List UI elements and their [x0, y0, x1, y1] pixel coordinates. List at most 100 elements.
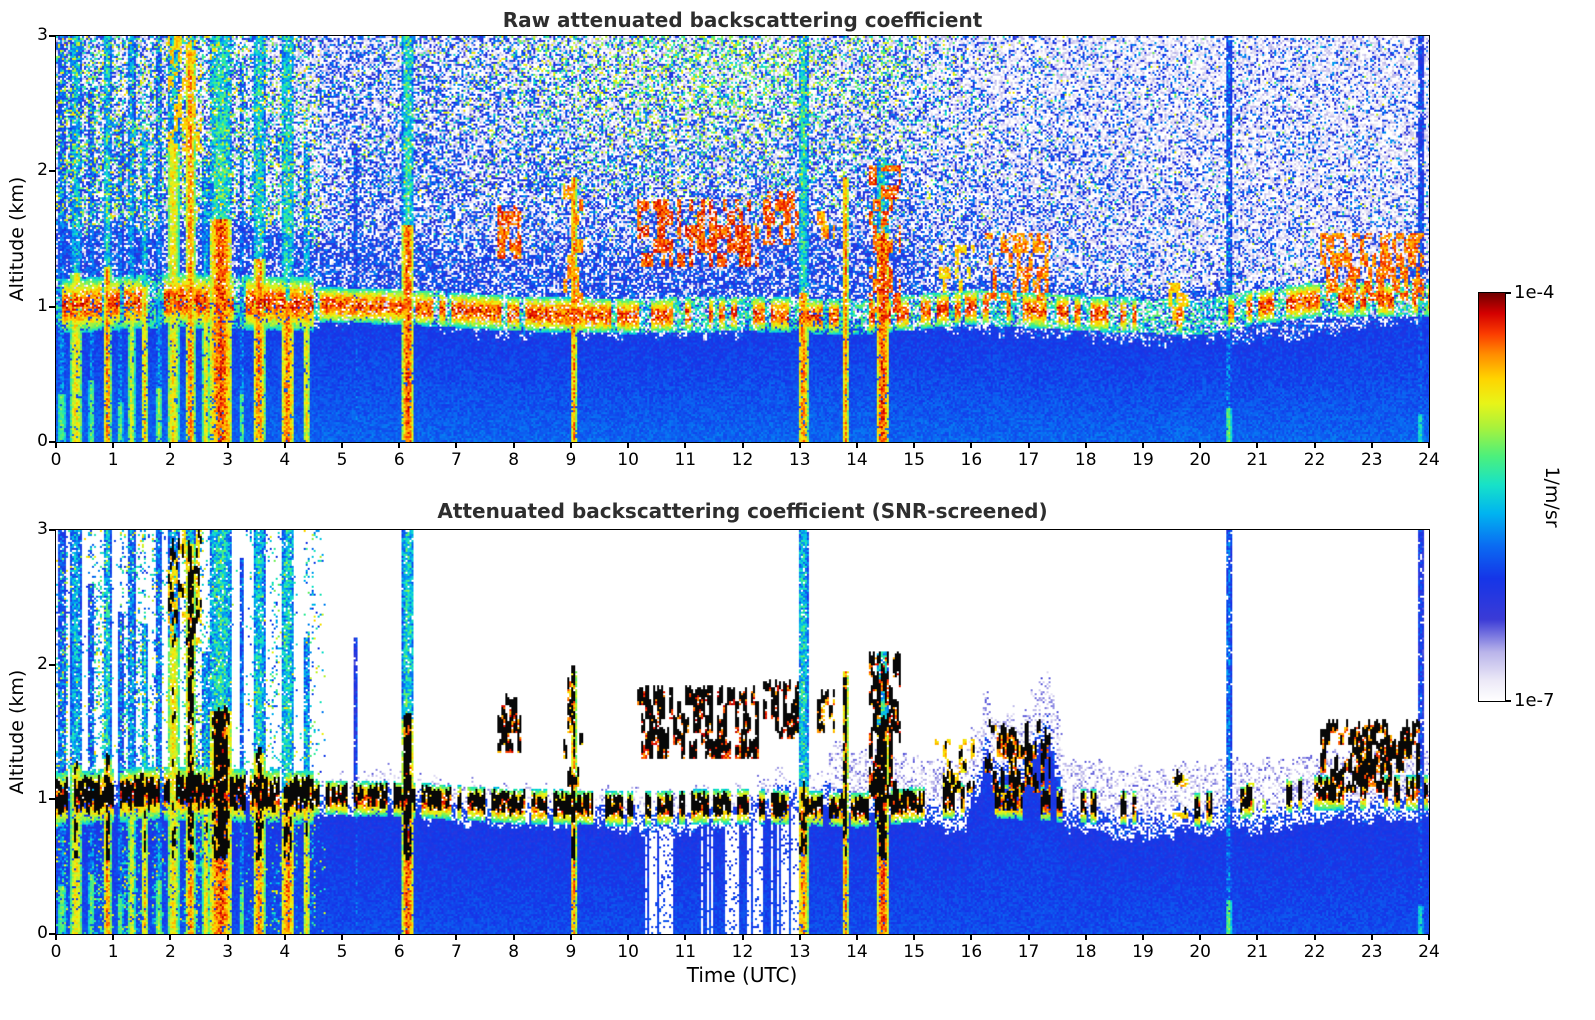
panel-screened-y-axis-label: Altitude (km): [6, 669, 28, 795]
x-tick-mark: [55, 934, 57, 940]
x-tick-mark: [569, 442, 572, 448]
x-tick-label: 14: [846, 450, 868, 470]
panel-screened-heatmap-canvas: [56, 530, 1429, 934]
x-tick-mark: [283, 934, 286, 940]
x-tick-label: 11: [674, 942, 697, 962]
x-tick-mark: [1313, 442, 1316, 448]
colorbar-min-tick-label: 1e-7: [1514, 690, 1555, 711]
x-tick-label: 6: [393, 450, 405, 470]
x-tick-label: 3: [222, 942, 234, 962]
x-tick-label: 11: [674, 450, 697, 470]
x-tick-mark: [627, 934, 630, 940]
x-tick-label: 22: [1303, 450, 1326, 470]
x-tick-mark: [1256, 442, 1259, 448]
x-tick-mark: [798, 934, 801, 940]
x-tick-label: 19: [1132, 942, 1154, 962]
x-tick-mark: [455, 442, 458, 448]
x-tick-label: 6: [393, 942, 405, 962]
panel-raw-title: Raw attenuated backscattering coefficien…: [502, 8, 983, 32]
panel-screened-title: Attenuated backscattering coefficient (S…: [437, 499, 1048, 523]
panel-raw-heatmap-canvas: [56, 36, 1429, 442]
x-tick-label: 1: [107, 450, 119, 470]
colorbar-gradient: [1478, 292, 1506, 702]
x-tick-label: 0: [50, 942, 62, 962]
x-axis-label: Time (UTC): [686, 963, 798, 987]
x-tick-mark: [1199, 442, 1202, 448]
x-tick-label: 12: [731, 942, 754, 962]
x-tick-mark: [169, 934, 172, 940]
x-tick-mark: [1084, 442, 1087, 448]
y-tick-mark: [49, 529, 55, 531]
x-tick-mark: [226, 934, 229, 940]
x-tick-mark: [341, 934, 344, 940]
colorbar-unit-label: 1/m/sr: [1541, 466, 1563, 528]
x-tick-label: 2: [164, 942, 176, 962]
x-tick-mark: [112, 934, 115, 940]
y-tick-mark: [49, 663, 55, 666]
panel-raw-plot-area: 0 1 2 3 4 5 6 7 8 9 10 11 12 13 14 15 16 17 18 19 20 21 22 23 24…: [37, 25, 1440, 470]
x-tick-mark: [1313, 934, 1316, 940]
colorbar-bottom-tick-mark: [1506, 700, 1511, 702]
x-tick-mark: [512, 442, 515, 448]
x-tick-label: 13: [788, 450, 811, 470]
x-tick-label: 24: [1418, 450, 1440, 470]
x-tick-label: 12: [731, 450, 754, 470]
x-tick-mark: [455, 934, 458, 940]
x-tick-label: 8: [508, 942, 520, 962]
y-tick-mark: [49, 933, 55, 935]
x-tick-mark: [1370, 934, 1373, 940]
y-tick-label: 2: [37, 160, 48, 181]
x-tick-mark: [1428, 442, 1430, 448]
x-tick-mark: [112, 442, 115, 448]
x-tick-label: 20: [1189, 450, 1211, 470]
x-tick-mark: [1141, 442, 1144, 448]
y-tick-mark: [49, 441, 55, 443]
y-tick-mark: [49, 305, 55, 308]
x-tick-mark: [1428, 934, 1430, 940]
x-tick-label: 17: [1017, 450, 1040, 470]
y-tick-label: 1: [37, 788, 48, 809]
x-tick-label: 9: [565, 450, 577, 470]
x-tick-label: 7: [451, 942, 462, 962]
x-tick-mark: [569, 934, 572, 940]
x-tick-mark: [1256, 934, 1259, 940]
x-tick-label: 14: [846, 942, 868, 962]
x-tick-mark: [512, 934, 515, 940]
y-tick-label: 3: [37, 519, 48, 539]
x-tick-label: 23: [1360, 942, 1383, 962]
y-tick-mark: [49, 35, 55, 37]
x-tick-mark: [398, 934, 401, 940]
x-tick-mark: [627, 442, 630, 448]
x-tick-label: 7: [451, 450, 462, 470]
x-tick-mark: [341, 442, 344, 448]
x-tick-label: 2: [164, 450, 176, 470]
x-tick-mark: [55, 442, 57, 448]
y-tick-mark: [49, 798, 55, 801]
x-tick-mark: [970, 934, 973, 940]
x-tick-label: 10: [617, 450, 639, 470]
x-tick-label: 1: [107, 942, 119, 962]
x-tick-label: 24: [1418, 942, 1440, 962]
x-tick-mark: [398, 442, 401, 448]
x-tick-label: 19: [1132, 450, 1154, 470]
y-tick-label: 3: [37, 25, 48, 45]
x-tick-label: 15: [903, 450, 925, 470]
x-tick-mark: [1141, 934, 1144, 940]
x-tick-label: 13: [788, 942, 811, 962]
x-tick-label: 8: [508, 450, 520, 470]
y-tick-label: 0: [37, 431, 48, 451]
colorbar-max-tick-label: 1e-4: [1514, 282, 1555, 303]
x-tick-mark: [1084, 934, 1087, 940]
x-tick-mark: [741, 442, 744, 448]
x-tick-label: 16: [960, 942, 983, 962]
x-tick-label: 4: [279, 942, 291, 962]
x-tick-mark: [283, 442, 286, 448]
x-tick-mark: [855, 442, 858, 448]
x-tick-label: 5: [336, 942, 348, 962]
x-tick-label: 0: [50, 450, 62, 470]
panel-screened-plot-area: 0 1 2 3 4 5 6 7 8 9 10 11 12 13 14 15 16 17 18 19 20 21 22 23 24…: [37, 519, 1440, 962]
x-tick-mark: [855, 934, 858, 940]
x-tick-label: 5: [336, 450, 348, 470]
x-tick-mark: [684, 934, 687, 940]
